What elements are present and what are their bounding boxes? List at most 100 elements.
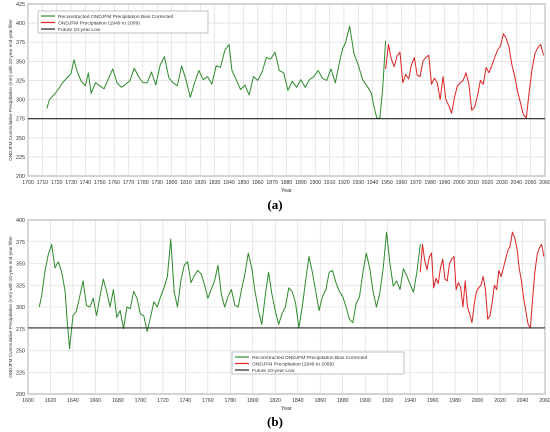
charta-x-tick-label: 1800	[166, 180, 178, 186]
charta-x-tick-label: 1840	[223, 180, 235, 186]
chartb-y-tick-label: 350	[16, 262, 25, 268]
chartb-legend-label: Future 10-year Low	[252, 368, 295, 374]
charta-legend-label: Future 10-year Low	[58, 27, 101, 33]
chartb-x-tick-label: 1780	[225, 398, 237, 404]
chartb-x-tick-label: 1800	[247, 398, 259, 404]
charta-x-tick-label: 1730	[65, 180, 77, 186]
chartb-x-tick-label: 1840	[292, 398, 304, 404]
chartb-x-tick-label: 1740	[180, 398, 192, 404]
chartb-x-tick-label: 1980	[449, 398, 461, 404]
chartb-x-tick-label: 2000	[472, 398, 484, 404]
chartb-series-line-observed	[419, 231, 545, 329]
charta-x-tick-label: 1910	[324, 180, 336, 186]
charta-x-tick-label: 1950	[381, 180, 393, 186]
charta-x-tick-label: 1860	[252, 180, 264, 186]
chartb-x-tick-label: 1660	[90, 398, 102, 404]
chartb-x-axis-title: Year	[281, 406, 292, 412]
charta-x-tick-label: 1990	[439, 180, 451, 186]
charta-x-tick-label: 2050	[525, 180, 537, 186]
chartb-x-tick-label: 1600	[22, 398, 34, 404]
charta-series-line-reconstructed	[46, 25, 387, 120]
chartb-y-axis-title: ONDJFM Cummulative Precipitation (mm) wi…	[8, 236, 13, 378]
charta-legend-label: Reconstructed ONDJFM Precipitation Bias …	[58, 14, 174, 20]
chartb-y-tick-label: 200	[16, 392, 25, 398]
charta-x-tick-label: 1850	[238, 180, 250, 186]
charta-x-tick-label: 1770	[123, 180, 135, 186]
charta-x-tick-label: 2040	[511, 180, 523, 186]
chartb-x-tick-label: 1960	[427, 398, 439, 404]
charta-y-tick-label: 200	[16, 174, 25, 180]
charta-x-tick-label: 1750	[94, 180, 106, 186]
charta-x-tick-label: 2060	[539, 180, 550, 186]
chartb-legend-box	[231, 351, 405, 375]
charta-x-tick-label: 1920	[338, 180, 350, 186]
charta-legend-label: ONDJFM Precipitation (1949 to 2009)	[58, 20, 140, 26]
chartb-x-tick-label: 1880	[337, 398, 349, 404]
caption-b-text: (b)	[267, 414, 283, 429]
charta-y-tick-label: 275	[16, 117, 25, 123]
chartb-legend-label: Reconstructed ONDJFM Precipitation Bias …	[252, 355, 368, 361]
chartb-y-tick-label: 375	[16, 240, 25, 246]
charta-y-tick-label: 300	[16, 98, 25, 104]
chartb-x-tick-label: 1940	[404, 398, 416, 404]
charta-x-tick-label: 1960	[396, 180, 408, 186]
chartb-x-tick-label: 1680	[112, 398, 124, 404]
chartb-x-tick-label: 1900	[359, 398, 371, 404]
chartb-x-tick-label: 1820	[269, 398, 281, 404]
chartb-x-tick-label: 1700	[135, 398, 147, 404]
chartb-x-tick-label: 1640	[67, 398, 79, 404]
charta-x-tick-label: 1870	[266, 180, 278, 186]
charta-x-axis-title: Year	[281, 188, 292, 194]
chartb-x-tick-label: 1920	[382, 398, 394, 404]
chartb-y-tick-label: 275	[16, 327, 25, 333]
charta-y-tick-label: 250	[16, 136, 25, 142]
chartb-y-tick-label: 225	[16, 370, 25, 376]
charta-x-tick-label: 1880	[281, 180, 293, 186]
charta-x-tick-label: 1700	[22, 180, 34, 186]
charta-y-tick-label: 400	[16, 21, 25, 27]
chartb-y-tick-label: 300	[16, 305, 25, 311]
chartb-x-tick-label: 1760	[202, 398, 214, 404]
chartb-x-tick-label: 2020	[494, 398, 506, 404]
charta-x-tick-label: 1710	[37, 180, 49, 186]
charta-y-tick-label: 375	[16, 40, 25, 46]
chartb-legend-label: ONDJFM Precipitation (1949 to 2009)	[252, 361, 334, 367]
charta-y-tick-label: 350	[16, 59, 25, 65]
charta-y-axis-title: ONDJFM Cummulative Precipitation (mm) wi…	[8, 19, 13, 161]
charta-y-tick-label: 225	[16, 155, 25, 161]
charta-x-tick-label: 1810	[180, 180, 192, 186]
caption-b: (b)	[0, 414, 550, 430]
chartb-series-line-reconstructed	[38, 231, 421, 350]
charta-series-line-observed	[385, 33, 545, 119]
chart-b: 1600 1620 1640 1660 1680 1700 1720 1740 1760 1780…	[8, 218, 550, 412]
chartb-y-tick-label: 325	[16, 283, 25, 289]
chartb-x-tick-label: 1720	[157, 398, 169, 404]
charta-x-tick-label: 1970	[410, 180, 422, 186]
charta-x-tick-label: 1900	[309, 180, 321, 186]
chartb-x-tick-label: 2060	[539, 398, 550, 404]
chartb-x-tick-label: 1620	[45, 398, 57, 404]
caption-a-text: (a)	[267, 197, 283, 212]
chart-panel-b: 1600 1620 1640 1660 1680 1700 1720 1740 1760 1780…	[0, 216, 550, 432]
caption-a: (a)	[0, 197, 550, 213]
chartb-y-tick-label: 250	[16, 349, 25, 355]
chartb-x-tick-label: 2040	[517, 398, 529, 404]
charta-y-tick-label: 425	[16, 2, 25, 8]
charta-x-tick-label: 1760	[108, 180, 120, 186]
charta-x-tick-label: 1830	[209, 180, 221, 186]
charta-x-tick-label: 2010	[467, 180, 479, 186]
charta-y-tick-label: 325	[16, 78, 25, 84]
charta-x-tick-label: 1890	[295, 180, 307, 186]
charta-x-tick-label: 2030	[496, 180, 508, 186]
chart-a: 1700 1710 1720 1730 1740 1750 1760 1770 1780 1790…	[8, 2, 550, 194]
chart-panel-a: 1700 1710 1720 1730 1740 1750 1760 1770 1780 1790…	[8, 2, 550, 194]
charta-x-tick-label: 1740	[80, 180, 92, 186]
charta-x-tick-label: 1930	[353, 180, 365, 186]
charta-x-tick-label: 1940	[367, 180, 379, 186]
chartb-y-tick-label: 400	[16, 218, 25, 224]
charta-x-tick-label: 1790	[151, 180, 163, 186]
chartb-x-tick-label: 1860	[314, 398, 326, 404]
charta-x-tick-label: 1780	[137, 180, 149, 186]
charta-x-tick-label: 2020	[482, 180, 494, 186]
charta-legend-box	[37, 10, 209, 34]
